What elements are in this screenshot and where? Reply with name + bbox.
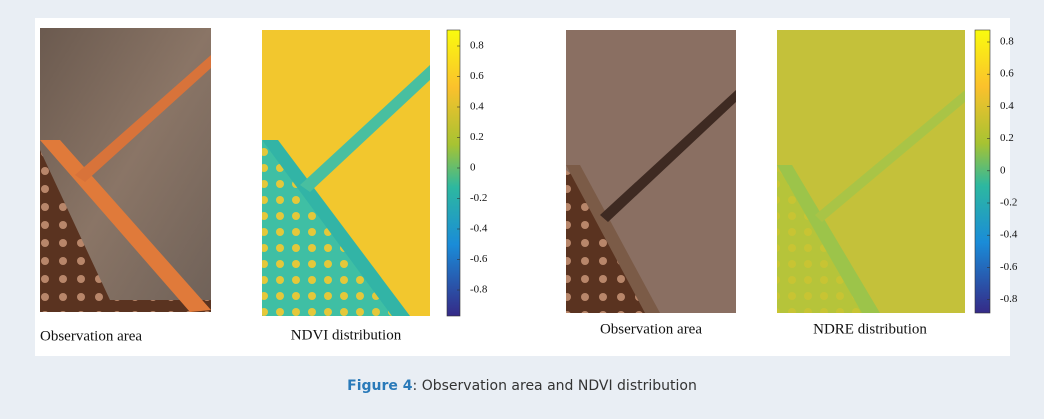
colorbar-tick-label: -0.8 bbox=[1000, 293, 1018, 305]
figure-label: Figure 4 bbox=[347, 378, 413, 394]
colorbar-tick-label: -0.6 bbox=[470, 253, 488, 265]
figure-caption: Figure 4: Observation area and NDVI dist… bbox=[347, 378, 697, 394]
colorbar-tick-label: 0.6 bbox=[470, 70, 484, 82]
panel-caption: Observation area bbox=[600, 321, 702, 337]
colorbar-tick-label: -0.4 bbox=[470, 223, 488, 235]
colorbar-tick-label: 0 bbox=[1000, 164, 1006, 176]
ndvi-image bbox=[262, 30, 430, 316]
colorbar bbox=[975, 30, 990, 313]
page: Observation area NDVI distribution Obser… bbox=[0, 0, 1044, 414]
colorbar-tick-label: 0.4 bbox=[1000, 100, 1014, 112]
ndre-image bbox=[777, 30, 965, 313]
colorbar-tick-label: -0.4 bbox=[1000, 229, 1018, 241]
colorbar-tick-label: 0 bbox=[470, 162, 476, 174]
figure-caption-text: : Observation area and NDVI distribution bbox=[413, 378, 697, 394]
colorbar-tick-label: 0.4 bbox=[470, 101, 484, 113]
panel-caption: NDVI distribution bbox=[291, 327, 402, 343]
colorbar-tick-label: -0.2 bbox=[470, 192, 487, 204]
observation-image bbox=[566, 30, 736, 313]
panel-caption: NDRE distribution bbox=[813, 321, 927, 337]
observation-image bbox=[40, 28, 211, 312]
colorbar-tick-label: 0.6 bbox=[1000, 68, 1014, 80]
panel-caption: Observation area bbox=[40, 328, 142, 344]
colorbar bbox=[447, 30, 460, 316]
colorbar-tick-label: 0.8 bbox=[1000, 36, 1014, 48]
colorbar-tick-label: 0.2 bbox=[1000, 132, 1014, 144]
colorbar-tick-label: 0.8 bbox=[470, 40, 484, 52]
colorbar-tick-label: -0.6 bbox=[1000, 261, 1018, 273]
colorbar-tick-label: -0.2 bbox=[1000, 197, 1017, 209]
figure: Observation area NDVI distribution Obser… bbox=[0, 0, 1044, 414]
colorbar-tick-label: -0.8 bbox=[470, 284, 488, 296]
colorbar-tick-label: 0.2 bbox=[470, 131, 484, 143]
